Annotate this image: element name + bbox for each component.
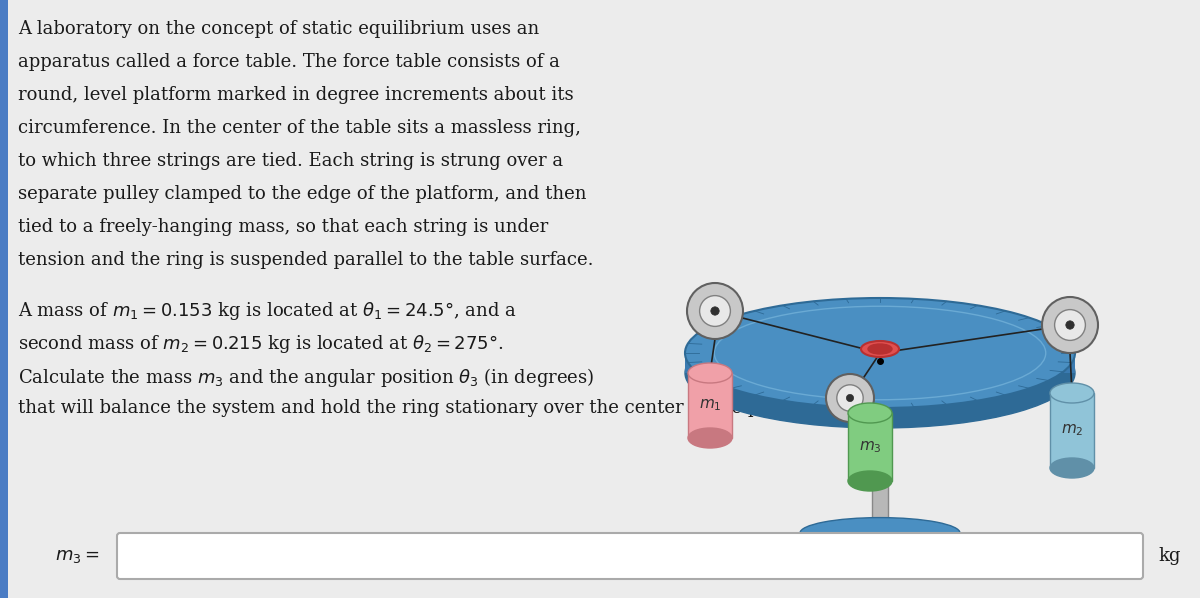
Polygon shape — [848, 413, 892, 481]
Ellipse shape — [800, 518, 960, 548]
Polygon shape — [800, 533, 960, 555]
Ellipse shape — [800, 539, 960, 570]
Ellipse shape — [1050, 458, 1094, 478]
Text: to which three strings are tied. Each string is strung over a: to which three strings are tied. Each st… — [18, 152, 563, 170]
Ellipse shape — [848, 403, 892, 423]
Ellipse shape — [836, 385, 863, 411]
Text: $m_2$: $m_2$ — [1061, 423, 1084, 438]
Text: $m_1$: $m_1$ — [698, 398, 721, 413]
Ellipse shape — [700, 295, 731, 327]
Ellipse shape — [846, 395, 853, 402]
Polygon shape — [1050, 393, 1094, 468]
Ellipse shape — [686, 283, 743, 339]
Text: apparatus called a force table. The force table consists of a: apparatus called a force table. The forc… — [18, 53, 560, 71]
Text: tension and the ring is suspended parallel to the table surface.: tension and the ring is suspended parall… — [18, 251, 594, 269]
Ellipse shape — [685, 318, 1075, 428]
Text: kg: kg — [1158, 547, 1181, 565]
Ellipse shape — [685, 298, 1075, 408]
Ellipse shape — [688, 428, 732, 448]
Text: that will balance the system and hold the ring stationary over the center of the: that will balance the system and hold th… — [18, 399, 833, 417]
Text: round, level platform marked in degree increments about its: round, level platform marked in degree i… — [18, 86, 574, 104]
Text: A laboratory on the concept of static equilibrium uses an: A laboratory on the concept of static eq… — [18, 20, 539, 38]
Bar — [872, 373, 888, 548]
Ellipse shape — [1050, 383, 1094, 403]
Ellipse shape — [710, 307, 719, 315]
Polygon shape — [685, 353, 1075, 373]
Text: $m_3$: $m_3$ — [859, 439, 881, 455]
Bar — [0, 0, 8, 598]
Text: Calculate the mass $m_3$ and the angular position $\theta_3$ (in degrees): Calculate the mass $m_3$ and the angular… — [18, 366, 594, 389]
Text: $m_3 =$: $m_3 =$ — [55, 547, 100, 565]
FancyBboxPatch shape — [118, 533, 1142, 579]
Ellipse shape — [868, 344, 892, 354]
Ellipse shape — [1055, 310, 1086, 340]
Text: A mass of $m_1 = 0.153$ kg is located at $\theta_1 = 24.5°$, and a: A mass of $m_1 = 0.153$ kg is located at… — [18, 300, 516, 322]
Ellipse shape — [1042, 297, 1098, 353]
Ellipse shape — [1066, 321, 1074, 329]
Ellipse shape — [848, 471, 892, 491]
Ellipse shape — [826, 374, 874, 422]
Text: second mass of $m_2 = 0.215$ kg is located at $\theta_2 = 275°$.: second mass of $m_2 = 0.215$ kg is locat… — [18, 333, 504, 355]
Ellipse shape — [862, 341, 899, 357]
Polygon shape — [688, 373, 732, 438]
Text: tied to a freely-hanging mass, so that each string is under: tied to a freely-hanging mass, so that e… — [18, 218, 548, 236]
Ellipse shape — [688, 363, 732, 383]
Text: separate pulley clamped to the edge of the platform, and then: separate pulley clamped to the edge of t… — [18, 185, 587, 203]
Text: circumference. In the center of the table sits a massless ring,: circumference. In the center of the tabl… — [18, 119, 581, 137]
